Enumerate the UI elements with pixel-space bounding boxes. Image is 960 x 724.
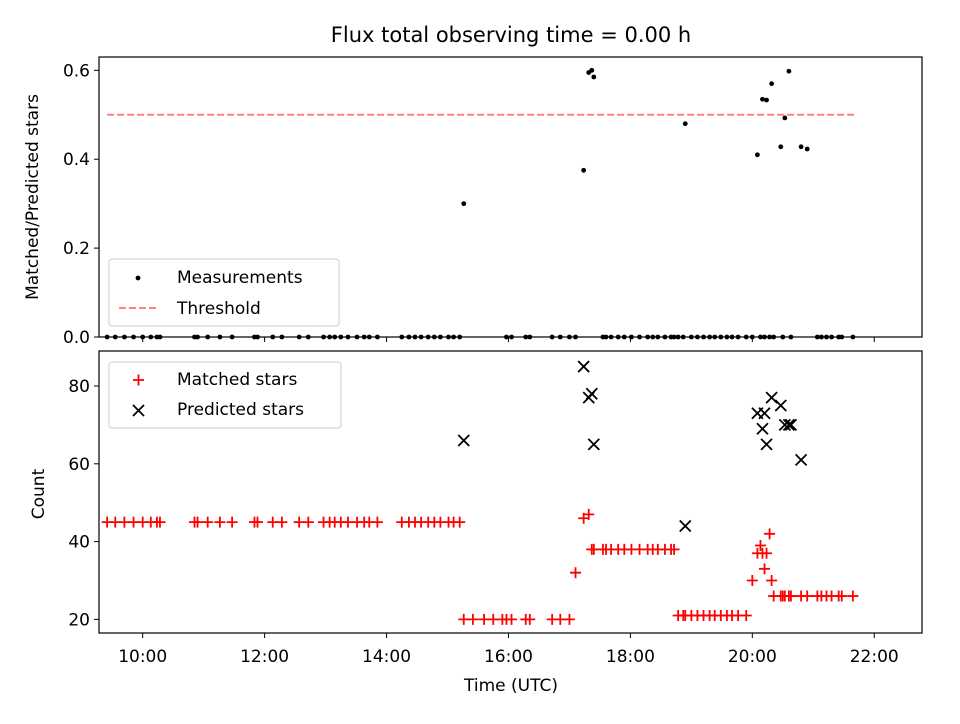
count-ytick-label: 80 bbox=[68, 377, 90, 397]
matched-stars-point bbox=[740, 609, 752, 621]
predicted-stars-point bbox=[774, 399, 787, 412]
ratio-ytick-label: 0.2 bbox=[63, 239, 90, 259]
predicted-stars-point bbox=[457, 434, 470, 447]
matched-stars-point bbox=[467, 613, 479, 625]
matched-stars-point bbox=[785, 590, 797, 602]
matched-stars-point bbox=[746, 574, 758, 586]
matched-stars-point bbox=[506, 613, 518, 625]
matched-stars-point bbox=[847, 590, 859, 602]
measurement-point bbox=[778, 144, 784, 150]
matched-stars-point bbox=[154, 516, 166, 528]
matched-stars-point bbox=[192, 516, 204, 528]
predicted-stars-point bbox=[760, 438, 773, 451]
matched-stars-point bbox=[570, 567, 582, 579]
xtick-label: 18:00 bbox=[606, 647, 655, 667]
measurement-point bbox=[591, 74, 597, 80]
matched-stars-point bbox=[801, 590, 813, 602]
legend-measurements-label: Measurements bbox=[177, 268, 303, 288]
matched-stars-point bbox=[668, 543, 680, 555]
matched-stars-point bbox=[583, 508, 595, 520]
xtick-label: 14:00 bbox=[362, 647, 411, 667]
measurement-point bbox=[461, 201, 467, 207]
ratio-ytick-label: 0.4 bbox=[63, 150, 90, 170]
measurement-point bbox=[798, 144, 804, 150]
matched-stars-point bbox=[761, 547, 773, 559]
matched-stars-point bbox=[766, 574, 778, 586]
legend-predicted-marker bbox=[132, 404, 145, 417]
count-ytick-label: 20 bbox=[68, 610, 90, 630]
matched-stars-point bbox=[202, 516, 214, 528]
count-axes: 20 40 60 80 10:00 12:00 14:00 16:00 18:00 20:00 22… bbox=[68, 350, 923, 667]
legend-threshold-label: Threshold bbox=[176, 299, 261, 319]
x-axis-label: Time (UTC) bbox=[463, 676, 558, 696]
matched-stars-point bbox=[764, 528, 776, 540]
measurement-point bbox=[782, 115, 788, 121]
xtick-label: 10:00 bbox=[118, 647, 167, 667]
matched-stars-point bbox=[214, 516, 226, 528]
predicted-stars-point bbox=[587, 438, 600, 451]
matched-stars-point bbox=[252, 516, 264, 528]
measurement-point bbox=[804, 146, 810, 152]
matched-stars-point bbox=[524, 613, 536, 625]
legend-predicted-label: Predicted stars bbox=[177, 400, 304, 420]
predicted-stars-point bbox=[585, 387, 598, 400]
matched-stars-point bbox=[276, 516, 288, 528]
matched-stars-point bbox=[836, 590, 848, 602]
matched-stars-point bbox=[302, 516, 314, 528]
measurement-point bbox=[589, 67, 595, 73]
count-ylabel: Count bbox=[29, 468, 49, 519]
xtick-label: 22:00 bbox=[850, 647, 899, 667]
predicted-stars-point bbox=[784, 418, 798, 432]
matched-stars-point bbox=[754, 539, 766, 551]
predicted-stars-point bbox=[577, 360, 590, 373]
xtick-label: 20:00 bbox=[728, 647, 777, 667]
measurement-point bbox=[755, 152, 760, 158]
ratio-legend: Measurements Threshold bbox=[108, 258, 340, 327]
legend-matched-marker bbox=[133, 374, 144, 386]
matched-stars-point bbox=[563, 613, 575, 625]
ratio-ytick-label: 0.0 bbox=[63, 328, 90, 348]
matched-stars-point bbox=[371, 516, 383, 528]
count-ytick-label: 40 bbox=[68, 533, 90, 553]
matched-stars-point bbox=[454, 516, 466, 528]
count-marks bbox=[101, 360, 859, 625]
ratio-axes-frame bbox=[98, 56, 923, 338]
count-axes-frame bbox=[98, 350, 923, 634]
ratio-panel: Matched/Predicted stars 0.0 0.2 0.4 0.6 Mea… bbox=[23, 56, 923, 348]
measurement-point bbox=[760, 96, 765, 102]
measurement-point bbox=[769, 81, 775, 87]
legend-measurements-marker bbox=[135, 275, 141, 281]
legend-matched-label: Matched stars bbox=[177, 370, 297, 390]
ratio-ytick-label: 0.6 bbox=[63, 61, 90, 81]
measurement-point bbox=[786, 68, 792, 74]
measurement-point bbox=[581, 167, 587, 173]
predicted-stars-point bbox=[679, 519, 692, 533]
matched-stars-point bbox=[226, 516, 238, 528]
ratio-axes: 0.0 0.2 0.4 0.6 bbox=[63, 56, 923, 348]
ratio-marks bbox=[104, 67, 856, 340]
matched-stars-point bbox=[759, 563, 771, 575]
predicted-stars-point bbox=[765, 391, 778, 404]
xtick-label: 12:00 bbox=[240, 647, 289, 667]
count-ytick-label: 60 bbox=[68, 455, 90, 475]
predicted-stars-point bbox=[758, 407, 771, 420]
predicted-stars-point bbox=[794, 453, 808, 467]
count-legend: Matched stars Predicted stars bbox=[108, 361, 342, 429]
measurement-point bbox=[764, 97, 769, 103]
figure-title: Flux total observing time = 0.00 h bbox=[331, 23, 691, 47]
xtick-label: 16:00 bbox=[484, 647, 533, 667]
ratio-ylabel: Matched/Predicted stars bbox=[23, 94, 43, 300]
measurement-point bbox=[682, 121, 688, 127]
predicted-stars-point bbox=[756, 422, 769, 435]
predicted-stars-point bbox=[782, 418, 796, 432]
